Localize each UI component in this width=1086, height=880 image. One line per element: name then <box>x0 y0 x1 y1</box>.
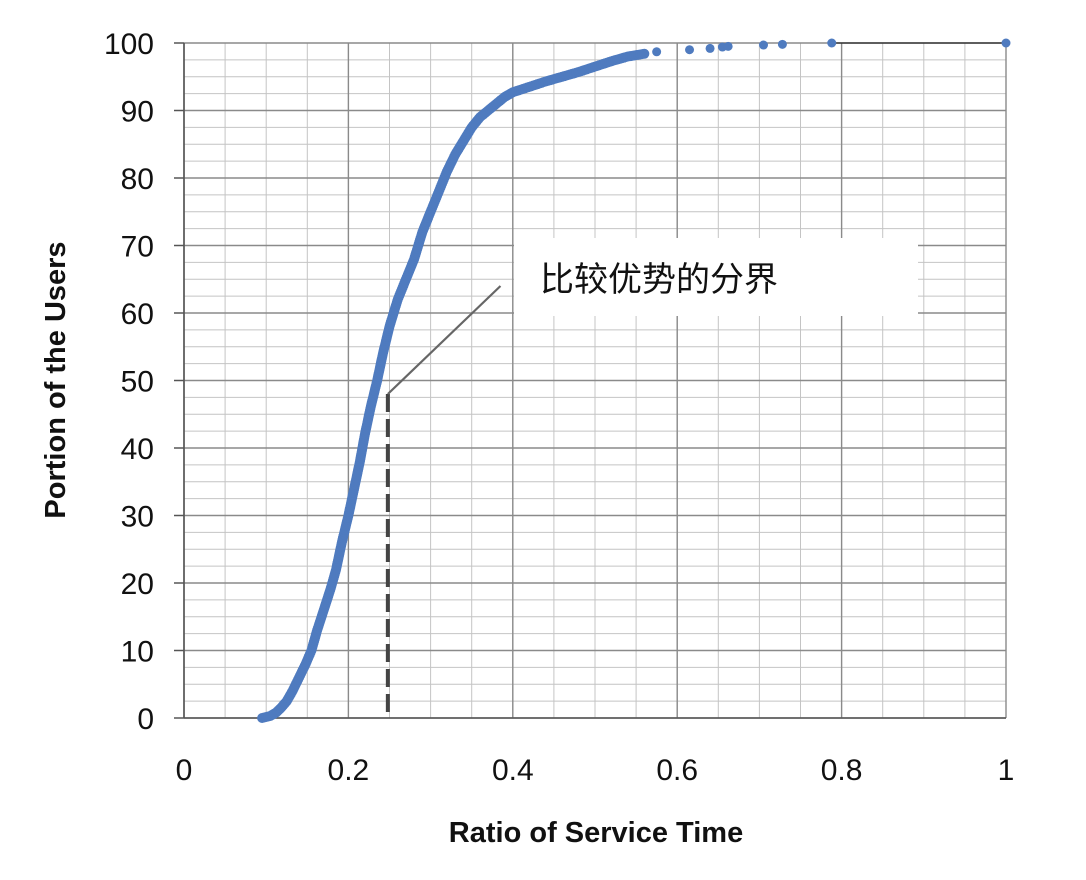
x-tick-label: 0.2 <box>328 754 370 787</box>
data-point <box>639 48 650 59</box>
y-axis-title: Portion of the Users <box>40 241 72 518</box>
x-tick-label: 1 <box>998 754 1015 787</box>
y-tick-label: 60 <box>121 298 154 331</box>
y-tick-label: 50 <box>121 366 154 399</box>
annotation-group: 比较优势的分界 <box>385 238 918 718</box>
x-tick-label: 0.4 <box>492 754 534 787</box>
y-tick-label: 100 <box>104 28 154 61</box>
x-tick-label: 0 <box>176 754 193 787</box>
y-tick-label: 10 <box>121 636 154 669</box>
callout-leader-line <box>387 285 502 395</box>
x-tick-label: 0.6 <box>656 754 698 787</box>
axes <box>174 42 1006 719</box>
x-axis-title: Ratio of Service Time <box>449 817 743 849</box>
y-tick-label: 70 <box>121 231 154 264</box>
data-point <box>1001 38 1011 48</box>
y-tick-label: 20 <box>121 568 154 601</box>
data-point <box>723 41 733 51</box>
data-series <box>257 38 1011 723</box>
data-point <box>685 45 695 55</box>
callout-box <box>514 238 918 316</box>
y-tick-label: 80 <box>121 163 154 196</box>
data-point <box>759 40 769 50</box>
data-point <box>827 38 837 48</box>
data-point <box>777 39 787 49</box>
y-tick-label: 40 <box>121 433 154 466</box>
data-point <box>705 43 715 53</box>
callout-label: 比较优势的分界 <box>540 260 778 300</box>
x-tick-label: 0.8 <box>821 754 863 787</box>
data-point <box>652 47 662 57</box>
y-tick-label: 0 <box>137 703 154 736</box>
y-tick-labels: 0 10 20 30 40 50 60 70 80 90 100 <box>104 28 154 736</box>
x-tick-labels: 0 0.2 0.4 0.6 0.8 1 <box>176 754 1015 787</box>
y-tick-label: 90 <box>121 96 154 129</box>
y-tick-label: 30 <box>121 501 154 534</box>
